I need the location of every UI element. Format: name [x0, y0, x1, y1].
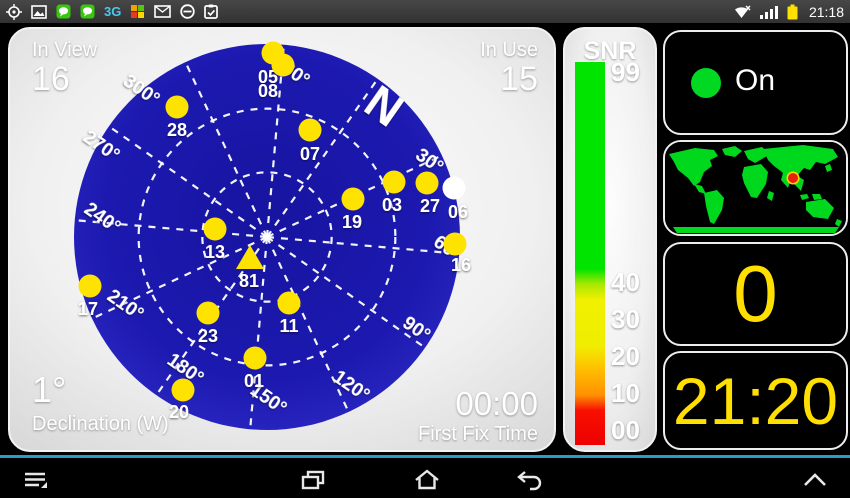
in-use-value: 15	[500, 60, 538, 98]
fix-count-panel: 0	[663, 242, 848, 346]
wifi-alert-icon	[734, 4, 751, 19]
clock-value: 21:20	[672, 363, 839, 438]
gallery-icon	[31, 4, 47, 19]
satellite-label: 06	[448, 202, 468, 222]
satellite-dot	[165, 95, 189, 119]
snr-scale-bar	[575, 62, 605, 445]
snr-panel: SNR 99 40 30 20 10 00	[563, 27, 657, 452]
snr-scale-label: 20	[611, 341, 640, 371]
status-bar: 3G 21:18	[0, 0, 850, 23]
azimuth-line	[249, 236, 269, 430]
satellite-label: 20	[169, 402, 189, 422]
elevation-ring	[201, 171, 333, 303]
azimuth-line	[266, 236, 426, 349]
fix-count-value: 0	[733, 249, 778, 338]
satellite-dot	[196, 301, 220, 325]
declination-value: 1°	[32, 369, 67, 410]
gps-status-text: On	[735, 64, 776, 97]
back-button[interactable]	[512, 465, 546, 495]
satellite-dot	[271, 53, 295, 77]
in-use-label: In Use	[480, 39, 538, 61]
satellite-label: 13	[205, 242, 225, 262]
mail-icon	[154, 5, 172, 18]
user-position-triangle	[236, 245, 264, 269]
recents-button[interactable]	[296, 465, 330, 495]
snr-scale-label: 00	[611, 415, 640, 445]
gps-status-panel: On	[663, 30, 848, 135]
satellite-dot	[442, 176, 466, 200]
satellite-dot	[341, 187, 365, 211]
satellite-label: 07	[300, 144, 320, 164]
status-time: 21:18	[808, 3, 844, 20]
satellite-label: 27	[420, 196, 440, 216]
satellite-label: 05	[258, 67, 278, 87]
network-type-label: 3G	[104, 4, 122, 19]
satellite-label: 23	[198, 326, 218, 346]
snr-scale-label: 30	[611, 304, 640, 334]
clock-panel: 21:20	[663, 351, 848, 450]
apps-icon	[130, 4, 145, 19]
status-icons-left: 3G	[6, 0, 219, 23]
in-view-value: 16	[32, 60, 70, 98]
satellite-dot	[78, 274, 102, 298]
azimuth-line	[265, 44, 285, 238]
snr-scale-label: 10	[611, 378, 640, 408]
sky-panel: 330°30°60°90°120°150°180°210°240°270°300…	[8, 27, 556, 452]
menu-button[interactable]	[18, 465, 52, 495]
azimuth-line	[266, 78, 379, 238]
satellite-label: 01	[244, 371, 264, 391]
status-icons-right: 21:18	[734, 0, 844, 23]
declination-label: Declination (W)	[32, 413, 169, 435]
satellite-dot	[243, 346, 267, 370]
satellite-dot	[382, 170, 406, 194]
snr-scale-label: 99	[611, 57, 640, 87]
skyplot-svg: 330°30°60°90°120°150°180°210°240°270°300…	[74, 41, 471, 430]
first-fix-value: 00:00	[455, 385, 538, 422]
snr-scale-label: 40	[611, 267, 640, 297]
chat-icon	[56, 4, 71, 19]
gps-status-indicator-icon	[691, 68, 721, 98]
do-not-disturb-icon	[180, 4, 196, 19]
in-view-label: In View	[32, 39, 98, 61]
satellite-label: 81	[239, 271, 259, 291]
azimuth-line	[266, 235, 460, 255]
azimuth-line	[108, 125, 268, 238]
first-fix-label: First Fix Time	[418, 423, 538, 445]
world-map	[665, 142, 846, 234]
satellite-label: 19	[342, 212, 362, 232]
satellite-dot	[203, 217, 227, 241]
signal-strength-icon	[759, 5, 778, 19]
home-button[interactable]	[410, 465, 444, 495]
snr-title: SNR	[583, 37, 637, 65]
azimuth-line	[266, 154, 443, 238]
azimuth-line	[266, 236, 350, 413]
satellite-dot	[277, 291, 301, 315]
navigation-bar	[0, 455, 850, 498]
gps-icon	[6, 3, 22, 20]
satellite-dot	[298, 118, 322, 142]
azimuth-line	[74, 219, 268, 239]
location-dot	[788, 173, 798, 183]
satellite-label: 28	[167, 120, 187, 140]
satellite-label: 08	[258, 81, 278, 101]
location-map-panel	[663, 140, 848, 236]
elevation-ring	[137, 107, 397, 367]
azimuth-line	[184, 61, 268, 238]
chat-icon-2	[80, 4, 95, 19]
expand-button[interactable]	[798, 465, 832, 495]
battery-icon	[787, 4, 798, 20]
clipboard-icon	[204, 4, 219, 19]
satellite-dot	[171, 378, 195, 402]
satellite-label: 11	[279, 316, 298, 336]
satellite-dot	[415, 171, 439, 195]
satellite-dot	[443, 232, 467, 256]
satellite-label: 16	[451, 255, 471, 275]
satellite-label: 17	[78, 299, 98, 319]
satellite-label: 03	[382, 195, 402, 215]
azimuth-line	[91, 236, 268, 320]
